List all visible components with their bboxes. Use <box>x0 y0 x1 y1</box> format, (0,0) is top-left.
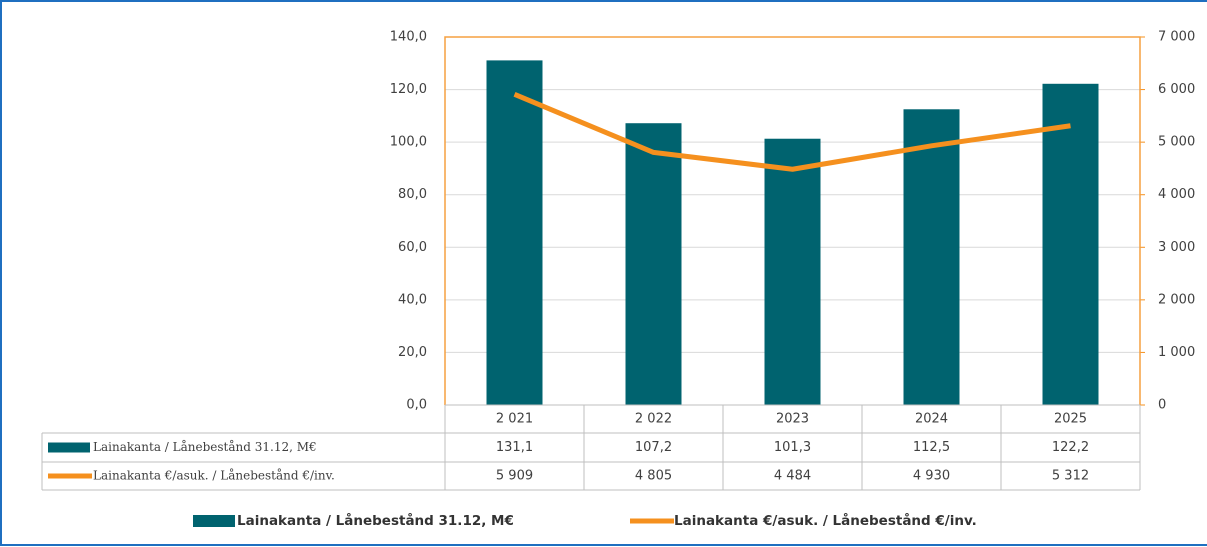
y-tick-label: 40,0 <box>398 292 427 307</box>
y-tick-label: 0,0 <box>406 398 427 413</box>
y2-tick-label: 5 000 <box>1158 135 1195 150</box>
x-tick-label: 2024 <box>915 412 948 427</box>
y-tick-label: 100,0 <box>390 135 427 150</box>
x-tick-label: 2 022 <box>635 412 672 427</box>
y-tick-label: 120,0 <box>390 82 427 97</box>
y-tick-label: 20,0 <box>398 345 427 360</box>
y2-tick-label: 7 000 <box>1158 30 1195 45</box>
x-tick-label: 2 021 <box>496 412 533 427</box>
table-value: 101,3 <box>774 440 811 455</box>
x-tick-label: 2023 <box>776 412 809 427</box>
legend-swatch <box>193 515 235 527</box>
y2-tick-label: 2 000 <box>1158 292 1195 307</box>
table-row-label: Lainakanta €/asuk. / Lånebestånd €/inv. <box>93 468 335 483</box>
y2-tick-label: 4 000 <box>1158 187 1195 202</box>
y2-tick-label: 1 000 <box>1158 345 1195 360</box>
y-tick-label: 60,0 <box>398 240 427 255</box>
plot-border <box>444 36 1141 405</box>
legend-swatch <box>48 442 90 453</box>
table-value: 5 312 <box>1052 469 1089 484</box>
y2-tick-label: 6 000 <box>1158 82 1195 97</box>
table-value: 4 484 <box>774 469 811 484</box>
data-table: 2 021 2 022 2023 2024 2025 Lainakanta / Låneb… <box>41 404 1141 491</box>
table-value: 112,5 <box>913 440 950 455</box>
table-value: 4 805 <box>635 469 672 484</box>
bar <box>1042 83 1099 405</box>
y2-tick-label: 3 000 <box>1158 240 1195 255</box>
table-value: 131,1 <box>496 440 533 455</box>
legend-label: Lainakanta €/asuk. / Lånebestånd €/inv. <box>674 512 977 529</box>
bar <box>903 109 960 406</box>
y2-tick-label: 0 <box>1158 398 1166 413</box>
line <box>513 92 1071 172</box>
table-row-label: Lainakanta / Lånebestånd 31.12, M€ <box>93 439 317 454</box>
table-value: 107,2 <box>635 440 672 455</box>
bar <box>486 60 543 405</box>
legend-label: Lainakanta / Lånebestånd 31.12, M€ <box>237 512 514 529</box>
bar <box>764 138 821 405</box>
y-tick-label: 80,0 <box>398 187 427 202</box>
x-tick-label: 2025 <box>1054 412 1087 427</box>
table-value: 122,2 <box>1052 440 1089 455</box>
bar <box>625 123 682 406</box>
legend: Lainakanta / Lånebestånd 31.12, M€ Lainak… <box>193 512 977 529</box>
table-value: 4 930 <box>913 469 950 484</box>
table-value: 5 909 <box>496 469 533 484</box>
y-tick-label: 140,0 <box>390 30 427 45</box>
